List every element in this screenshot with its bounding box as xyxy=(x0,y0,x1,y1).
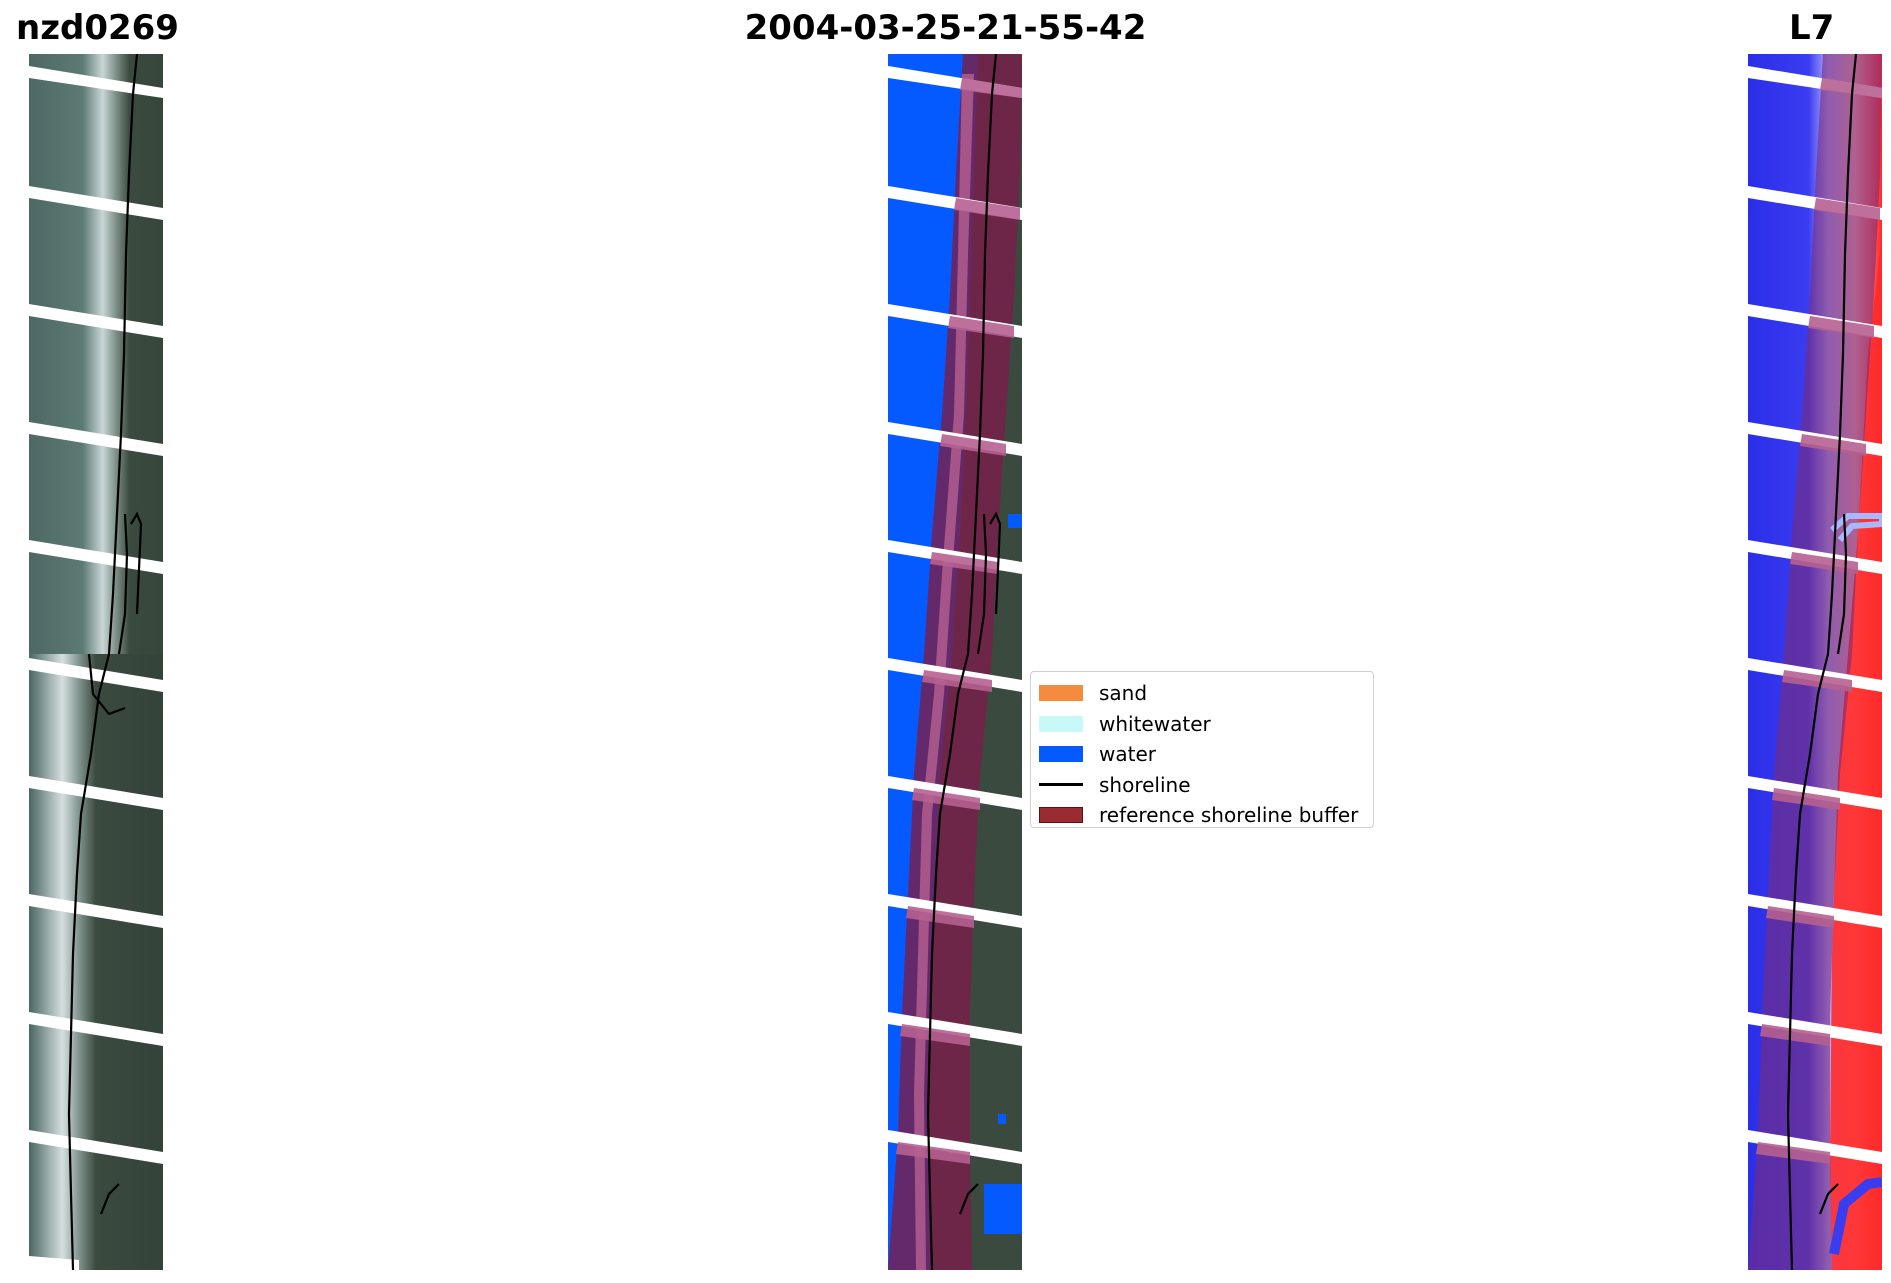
legend-item-shoreline: shoreline xyxy=(1039,770,1365,801)
land-water-blobs xyxy=(984,514,1022,1234)
legend-item-water: water xyxy=(1039,739,1365,770)
legend-label: shoreline xyxy=(1099,772,1191,797)
rgb-image-panel xyxy=(29,54,163,1270)
panel-title-satellite: L7 xyxy=(1789,8,1835,48)
legend-label: whitewater xyxy=(1099,711,1211,736)
buffer-over-gaps xyxy=(1756,78,1882,1164)
water-index-panel xyxy=(1748,54,1882,1270)
shoreline-swatch xyxy=(1039,783,1083,787)
legend-item-whitewater: whitewater xyxy=(1039,709,1365,740)
legend-label: sand xyxy=(1099,681,1148,706)
land-index-area xyxy=(1830,234,1882,1270)
legend-item-sand: sand xyxy=(1039,678,1365,709)
buffer-swatch xyxy=(1039,807,1083,824)
river-channel xyxy=(1830,513,1882,542)
shoreline-lines xyxy=(1786,54,1858,1270)
legend-label: water xyxy=(1099,742,1156,767)
scanline-gaps xyxy=(29,66,163,1270)
legend-label: reference shoreline buffer xyxy=(1099,803,1359,828)
sand-swatch xyxy=(1039,685,1083,702)
panel-title-site: nzd0269 xyxy=(16,8,179,48)
shoreline-lines xyxy=(926,54,1002,1270)
classified-image-panel xyxy=(888,54,1022,1270)
water-swatch xyxy=(1039,746,1083,763)
estuary-channel xyxy=(1829,1177,1882,1255)
reference-shoreline-buffer xyxy=(1748,54,1882,1270)
whitewater-swatch xyxy=(1039,715,1083,732)
rgb-image-lower xyxy=(29,654,163,1270)
shoreline-lines xyxy=(67,54,143,1270)
panel-title-date: 2004-03-25-21-55-42 xyxy=(744,8,1147,48)
legend: sand whitewater water shoreline referenc… xyxy=(1030,671,1374,828)
legend-item-buffer: reference shoreline buffer xyxy=(1039,800,1365,831)
scanline-gaps xyxy=(1748,66,1882,1164)
